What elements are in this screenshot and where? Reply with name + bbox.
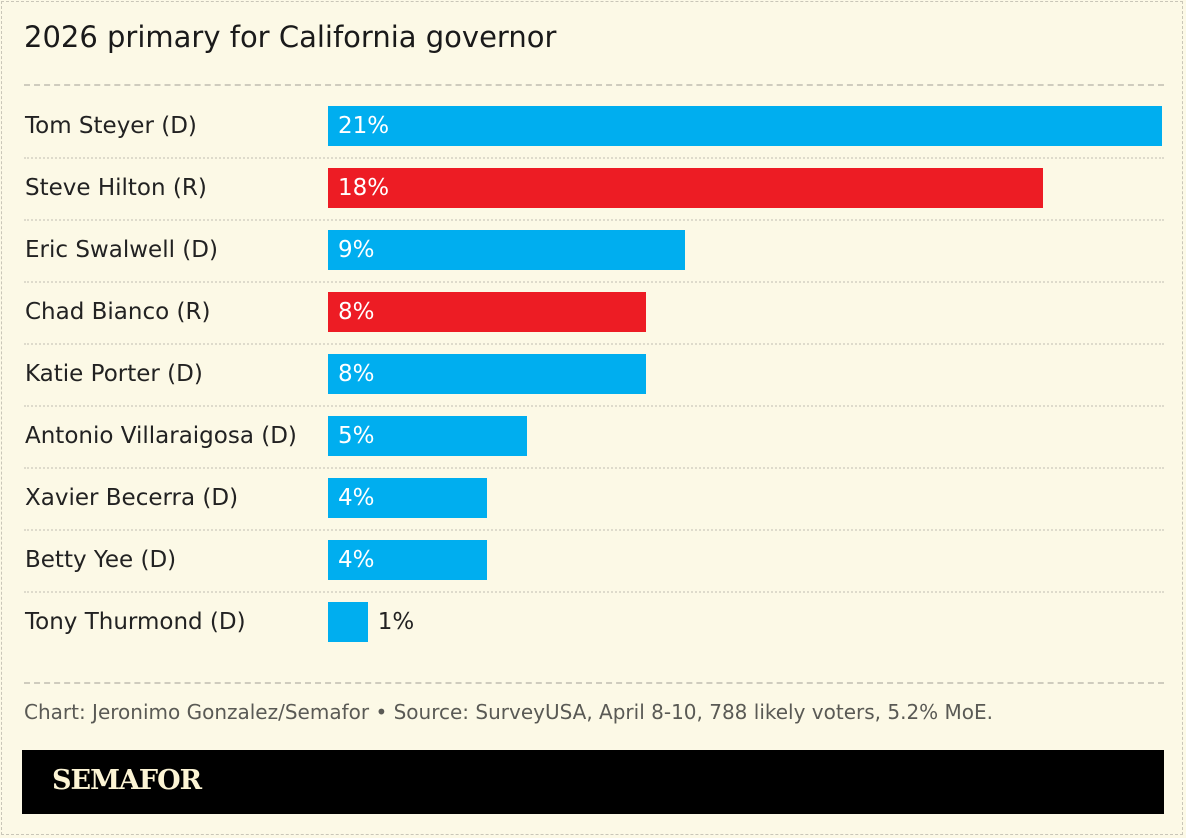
category-label: Eric Swalwell (D) <box>25 237 218 263</box>
value-label: 8% <box>338 361 375 387</box>
category-label: Steve Hilton (R) <box>25 175 207 201</box>
semafor-logo: SEMAFOR <box>52 765 202 796</box>
category-label: Betty Yee (D) <box>25 547 177 573</box>
row-divider <box>24 467 1164 469</box>
bar <box>328 602 368 642</box>
row-divider <box>24 529 1164 531</box>
bottom-divider <box>24 682 1164 684</box>
row-divider <box>24 157 1164 159</box>
row-divider <box>24 281 1164 283</box>
top-divider <box>24 84 1164 86</box>
bar <box>328 416 527 456</box>
value-label: 18% <box>338 175 390 201</box>
category-label: Tom Steyer (D) <box>25 113 197 139</box>
value-label: 4% <box>338 485 375 511</box>
bar <box>328 354 646 394</box>
brand-bar: SEMAFOR <box>22 750 1164 814</box>
value-label: 4% <box>338 547 375 573</box>
row-divider <box>24 405 1164 407</box>
row-divider <box>24 343 1164 345</box>
bar <box>328 292 646 332</box>
row-divider <box>24 219 1164 221</box>
category-label: Katie Porter (D) <box>25 361 203 387</box>
value-label: 8% <box>338 299 375 325</box>
category-label: Chad Bianco (R) <box>25 299 211 325</box>
chart-title: 2026 primary for California governor <box>24 20 557 54</box>
value-label: 5% <box>338 423 375 449</box>
bar <box>328 106 1162 146</box>
value-label: 21% <box>338 113 390 139</box>
bar <box>328 168 1043 208</box>
bar <box>328 540 487 580</box>
value-label: 1% <box>377 609 415 635</box>
category-label: Tony Thurmond (D) <box>25 609 246 635</box>
source-note: Chart: Jeronimo Gonzalez/Semafor • Sourc… <box>24 700 994 724</box>
category-label: Antonio Villaraigosa (D) <box>25 423 297 449</box>
row-divider <box>24 591 1164 593</box>
value-label: 9% <box>338 237 375 263</box>
bar <box>328 478 487 518</box>
bar <box>328 230 686 270</box>
category-label: Xavier Becerra (D) <box>25 485 239 511</box>
